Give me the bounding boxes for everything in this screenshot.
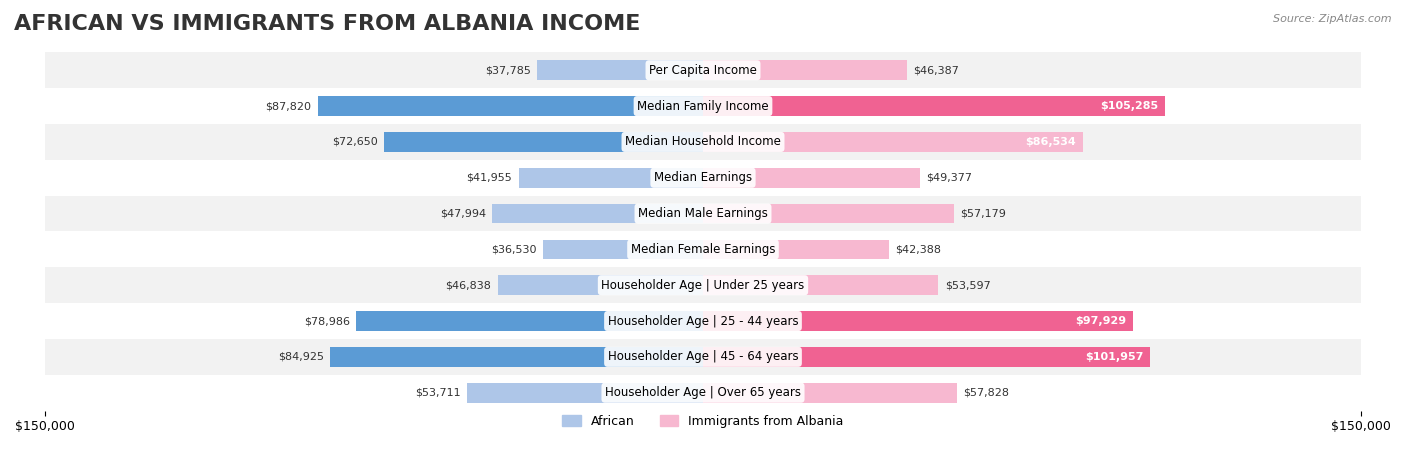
Text: $49,377: $49,377: [927, 173, 972, 183]
Bar: [45, 375, 1361, 410]
Text: $86,534: $86,534: [1025, 137, 1076, 147]
Bar: [703, 60, 907, 80]
Text: Median Male Earnings: Median Male Earnings: [638, 207, 768, 220]
Bar: [703, 96, 1166, 116]
Text: $87,820: $87,820: [266, 101, 311, 111]
Text: $57,179: $57,179: [960, 209, 1007, 219]
Text: Median Female Earnings: Median Female Earnings: [631, 243, 775, 256]
Bar: [330, 347, 703, 367]
Text: $46,387: $46,387: [912, 65, 959, 75]
Text: $36,530: $36,530: [491, 244, 536, 255]
Text: Householder Age | Over 65 years: Householder Age | Over 65 years: [605, 386, 801, 399]
Text: $84,925: $84,925: [278, 352, 323, 362]
Bar: [703, 311, 1133, 331]
Text: Householder Age | Under 25 years: Householder Age | Under 25 years: [602, 279, 804, 292]
Text: $53,597: $53,597: [945, 280, 990, 290]
Text: $53,711: $53,711: [415, 388, 461, 398]
Text: $47,994: $47,994: [440, 209, 486, 219]
Bar: [384, 132, 703, 152]
Bar: [357, 311, 703, 331]
Text: Per Capita Income: Per Capita Income: [650, 64, 756, 77]
Bar: [45, 303, 1361, 339]
Text: Median Earnings: Median Earnings: [654, 171, 752, 184]
Bar: [45, 267, 1361, 303]
Text: $78,986: $78,986: [304, 316, 350, 326]
Text: $57,828: $57,828: [963, 388, 1010, 398]
Bar: [543, 240, 703, 259]
Bar: [703, 240, 889, 259]
Text: Householder Age | 45 - 64 years: Householder Age | 45 - 64 years: [607, 350, 799, 363]
Bar: [703, 383, 956, 403]
Text: $101,957: $101,957: [1085, 352, 1143, 362]
Bar: [45, 339, 1361, 375]
Legend: African, Immigrants from Albania: African, Immigrants from Albania: [557, 410, 849, 433]
Bar: [45, 52, 1361, 88]
Bar: [45, 196, 1361, 232]
Text: $46,838: $46,838: [446, 280, 491, 290]
Bar: [703, 168, 920, 188]
Bar: [492, 204, 703, 223]
Text: Source: ZipAtlas.com: Source: ZipAtlas.com: [1274, 14, 1392, 24]
Text: $72,650: $72,650: [332, 137, 378, 147]
Text: Median Household Income: Median Household Income: [626, 135, 780, 149]
Bar: [703, 347, 1150, 367]
Text: $105,285: $105,285: [1099, 101, 1159, 111]
Bar: [45, 160, 1361, 196]
Text: $97,929: $97,929: [1076, 316, 1126, 326]
Text: AFRICAN VS IMMIGRANTS FROM ALBANIA INCOME: AFRICAN VS IMMIGRANTS FROM ALBANIA INCOM…: [14, 14, 641, 34]
Text: Householder Age | 25 - 44 years: Householder Age | 25 - 44 years: [607, 315, 799, 327]
Bar: [45, 88, 1361, 124]
Bar: [703, 132, 1083, 152]
Bar: [467, 383, 703, 403]
Text: $37,785: $37,785: [485, 65, 530, 75]
Bar: [45, 232, 1361, 267]
Text: Median Family Income: Median Family Income: [637, 99, 769, 113]
Bar: [498, 276, 703, 295]
Text: $42,388: $42,388: [896, 244, 942, 255]
Bar: [537, 60, 703, 80]
Bar: [45, 124, 1361, 160]
Text: $41,955: $41,955: [467, 173, 512, 183]
Bar: [703, 204, 953, 223]
Bar: [519, 168, 703, 188]
Bar: [703, 276, 938, 295]
Bar: [318, 96, 703, 116]
